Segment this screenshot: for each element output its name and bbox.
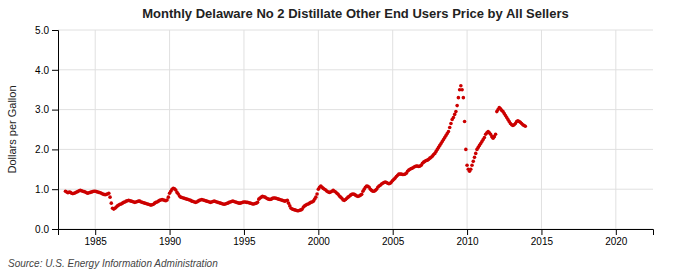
y-tick-label: 0.0: [35, 224, 49, 235]
y-tick-label: 2.0: [35, 144, 49, 155]
x-grid-line: [169, 30, 170, 229]
point: [360, 193, 364, 197]
x-tick-label: 2005: [382, 236, 405, 247]
y-tick-label: 5.0: [35, 25, 49, 36]
point: [256, 201, 260, 205]
point: [465, 164, 469, 168]
y-tick-mark: [52, 229, 58, 230]
point: [109, 201, 113, 205]
point: [473, 156, 477, 160]
y-grid-line: [58, 109, 653, 110]
x-tick-mark: [170, 229, 171, 235]
y-tick: 1.0: [35, 184, 58, 195]
x-tick: 2000: [308, 229, 331, 247]
x-tick-mark: [95, 229, 96, 235]
x-tick-mark: [318, 229, 319, 235]
x-tick-label: 2015: [531, 236, 554, 247]
y-tick: 5.0: [35, 25, 58, 36]
x-tick-mark: [244, 229, 245, 235]
x-tick-label: 1985: [85, 236, 108, 247]
x-grid-line: [318, 30, 319, 229]
y-axis: 0.0 1.0 2.0 3.0 4.0 5.0: [35, 25, 58, 235]
y-tick: 0.0: [35, 224, 58, 235]
y-grid-line: [58, 149, 653, 150]
point: [455, 104, 459, 108]
point: [452, 116, 456, 120]
point: [470, 164, 474, 168]
y-tick: 2.0: [35, 144, 58, 155]
x-grid-line: [615, 30, 616, 229]
point: [474, 152, 478, 156]
point: [460, 88, 464, 92]
y-tick-label: 3.0: [35, 104, 49, 115]
x-tick-label: 2000: [308, 236, 331, 247]
y-grid-line: [58, 189, 653, 190]
y-tick-mark: [52, 70, 58, 71]
x-axis: 1985 1990 1995 2000 2005 2010 2015 2020: [59, 229, 654, 247]
points: [64, 84, 527, 213]
point: [107, 191, 111, 195]
x-tick-label: 1990: [159, 236, 182, 247]
point: [448, 126, 452, 130]
point: [494, 132, 498, 136]
x-tick-label: 2020: [605, 236, 628, 247]
x-tick-mark: [393, 229, 394, 235]
x-tick: 1995: [233, 229, 256, 247]
point: [454, 110, 458, 114]
point: [471, 160, 475, 164]
x-grid-line: [392, 30, 393, 229]
y-tick: 3.0: [35, 104, 58, 115]
x-tick: 2005: [382, 229, 405, 247]
x-tick: 2015: [531, 229, 554, 247]
x-grid-line: [541, 30, 542, 229]
point: [524, 125, 528, 129]
x-tick: 2020: [605, 229, 628, 247]
point: [459, 84, 463, 88]
chart: 1985 1990 1995 2000 2005 2010 2015 2020 0.0 1.0 2.…: [0, 0, 675, 275]
source-note: Source: U.S. Energy Information Administ…: [8, 258, 218, 269]
y-grid-line: [58, 30, 653, 31]
point: [469, 168, 473, 172]
x-tick-mark: [467, 229, 468, 235]
y-tick-mark: [52, 149, 58, 150]
point: [483, 136, 487, 140]
point: [314, 195, 318, 199]
point: [315, 192, 319, 196]
grid: [58, 30, 653, 229]
x-tick-label: 2010: [456, 236, 479, 247]
x-tick: 2010: [456, 229, 479, 247]
y-grid-line: [58, 69, 653, 70]
point: [447, 130, 451, 134]
y-axis-title: Dollars per Gallon: [6, 85, 18, 173]
y-tick: 4.0: [35, 65, 58, 76]
y-tick-mark: [52, 189, 58, 190]
point: [108, 195, 112, 199]
x-axis-line: [59, 230, 654, 236]
y-axis-line: [52, 31, 59, 230]
y-tick-mark: [52, 110, 58, 111]
x-tick: 1985: [85, 229, 108, 247]
x-tick-mark: [541, 229, 542, 235]
point: [449, 122, 453, 126]
point: [462, 96, 466, 100]
x-grid-line: [467, 30, 468, 229]
y-tick-mark: [52, 30, 58, 31]
x-tick: 1990: [159, 229, 182, 247]
x-tick-mark: [616, 229, 617, 235]
y-tick-label: 1.0: [35, 184, 49, 195]
x-grid-line: [243, 30, 244, 229]
point: [463, 120, 467, 124]
point: [457, 96, 461, 100]
x-tick-label: 1995: [233, 236, 256, 247]
point: [464, 148, 468, 152]
y-tick-label: 4.0: [35, 65, 49, 76]
x-grid-line: [95, 30, 96, 229]
title: Monthly Delaware No 2 Distillate Other E…: [142, 6, 569, 21]
point: [167, 195, 171, 199]
